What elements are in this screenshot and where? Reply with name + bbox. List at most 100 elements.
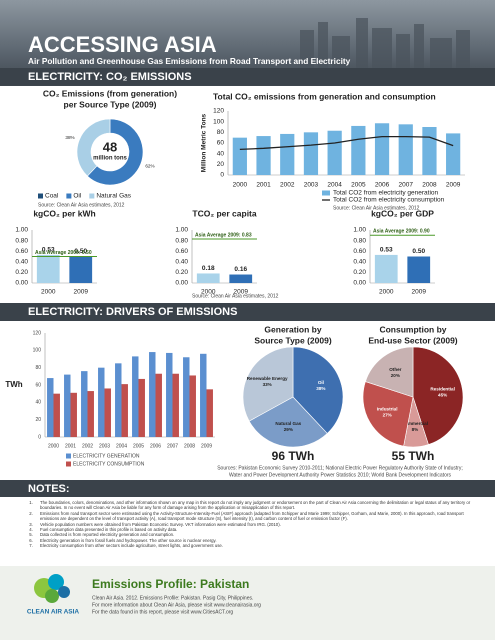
data-label: 8% (412, 427, 419, 432)
data-label: 0.16 (234, 266, 247, 273)
x-tick-label: 2000 (48, 443, 59, 449)
note: Electricity generation is from fossil fu… (34, 538, 482, 543)
x-tick-label: 2009 (74, 289, 89, 296)
x-tick-label: 2003 (304, 182, 319, 189)
slice (292, 346, 344, 434)
source: Source: Clean Air Asia estimates, 2012 (333, 205, 420, 211)
chart-title: End-use Sector (2009) (368, 335, 457, 345)
y-tick-label: 0.20 (175, 269, 188, 276)
bar (104, 388, 111, 437)
y-tick-label: 0.00 (353, 280, 366, 287)
bar (166, 352, 173, 437)
data-label: 33% (263, 382, 272, 387)
note: Vehicle population numbers were obtained… (34, 522, 482, 527)
bar (70, 392, 77, 437)
logo (34, 574, 70, 603)
section-band (0, 303, 495, 321)
x-tick-label: 2001 (256, 182, 271, 189)
y-tick-label: 20 (217, 161, 225, 168)
bar (87, 391, 94, 437)
bar (189, 375, 196, 437)
slice-label: Oil (318, 380, 324, 385)
notes-list: The boundaries, colors, denominations, a… (22, 500, 482, 549)
y-tick-label: 0 (220, 172, 224, 179)
x-tick-label: 2002 (82, 443, 93, 449)
y-axis-label: TWh (5, 380, 22, 389)
data-label: 38% (65, 135, 74, 140)
note: Emissions from road transport sector wer… (34, 511, 482, 522)
bar (121, 384, 128, 437)
y-tick-label: 0.40 (15, 259, 28, 266)
y-tick-label: 20 (35, 417, 41, 423)
bar (64, 374, 71, 437)
y-tick-label: 0.00 (175, 280, 188, 287)
y-tick-label: 0.60 (353, 248, 366, 255)
x-tick-label: 2007 (167, 443, 178, 449)
x-tick-label: 2007 (399, 182, 414, 189)
slice-label: Renewable Energy (247, 376, 288, 381)
bar (374, 254, 398, 283)
footer-data: For the data found in this report, pleas… (92, 609, 233, 615)
bar (36, 254, 60, 283)
logo-text: CLEAN AIR ASIA (27, 609, 80, 616)
source: Source: Clean Air Asia estimates, 2012 (192, 293, 279, 299)
footer-band (0, 566, 495, 640)
bar (200, 353, 207, 437)
bar (446, 133, 461, 175)
legend-label: Oil (73, 193, 82, 200)
legend-swatch (66, 453, 71, 459)
data-label: 20% (391, 373, 400, 378)
data-label: 62% (145, 164, 154, 169)
x-tick-label: 2001 (65, 443, 76, 449)
bar (69, 256, 93, 283)
y-tick-label: 0.40 (175, 259, 188, 266)
x-tick-label: 2006 (150, 443, 161, 449)
section-band (0, 68, 495, 85)
slice (76, 118, 111, 177)
slice (412, 346, 464, 445)
x-tick-label: 2008 (422, 182, 437, 189)
source: Water and Power Development Authority Po… (229, 472, 452, 478)
chart-title: TCO₂ per capita (192, 208, 257, 218)
x-tick-label: 2005 (351, 182, 366, 189)
bar (256, 136, 271, 175)
legend-swatch (66, 461, 71, 467)
bar (422, 127, 437, 175)
bar (229, 274, 253, 283)
legend-label: Total CO2 from electricity generation (333, 190, 439, 197)
y-tick-label: 40 (217, 150, 225, 157)
legend-swatch (89, 193, 95, 199)
y-tick-label: 60 (217, 140, 225, 147)
x-tick-label: 2002 (280, 182, 295, 189)
x-tick-label: 2000 (41, 289, 56, 296)
line (239, 135, 454, 151)
slice (362, 381, 414, 447)
footer-info: For more information about Clean Air Asi… (92, 602, 261, 608)
bar (183, 357, 190, 437)
reference-label: Asia Average 2009: 0.90 (373, 229, 430, 235)
y-tick-label: 0.80 (353, 237, 366, 244)
y-tick-label: 0.20 (353, 269, 366, 276)
legend-label: Coal (45, 193, 59, 200)
y-tick-label: 0.80 (175, 237, 188, 244)
x-tick-label: 2006 (375, 182, 390, 189)
bar (81, 371, 88, 437)
footer-title: Emissions Profile: Pakistan (92, 577, 249, 591)
x-tick-label: 2000 (201, 289, 216, 296)
y-tick-label: 1.00 (15, 227, 28, 234)
legend-swatch (38, 193, 43, 199)
y-tick-label: 1.00 (353, 227, 366, 234)
y-tick-label: 0.40 (353, 259, 366, 266)
data-label: 27% (383, 412, 392, 417)
legend-swatch (322, 190, 330, 196)
data-label: 45% (438, 393, 447, 398)
slice-label: Residential (430, 387, 455, 392)
bar (327, 130, 342, 175)
slice-label: Natural Gas (275, 421, 301, 426)
y-tick-label: 120 (213, 108, 224, 115)
y-tick-label: 0 (38, 434, 41, 440)
chart-title: kgCO₂ per kWh (33, 208, 95, 218)
skyline (300, 18, 470, 70)
x-tick-label: 2009 (234, 289, 249, 296)
